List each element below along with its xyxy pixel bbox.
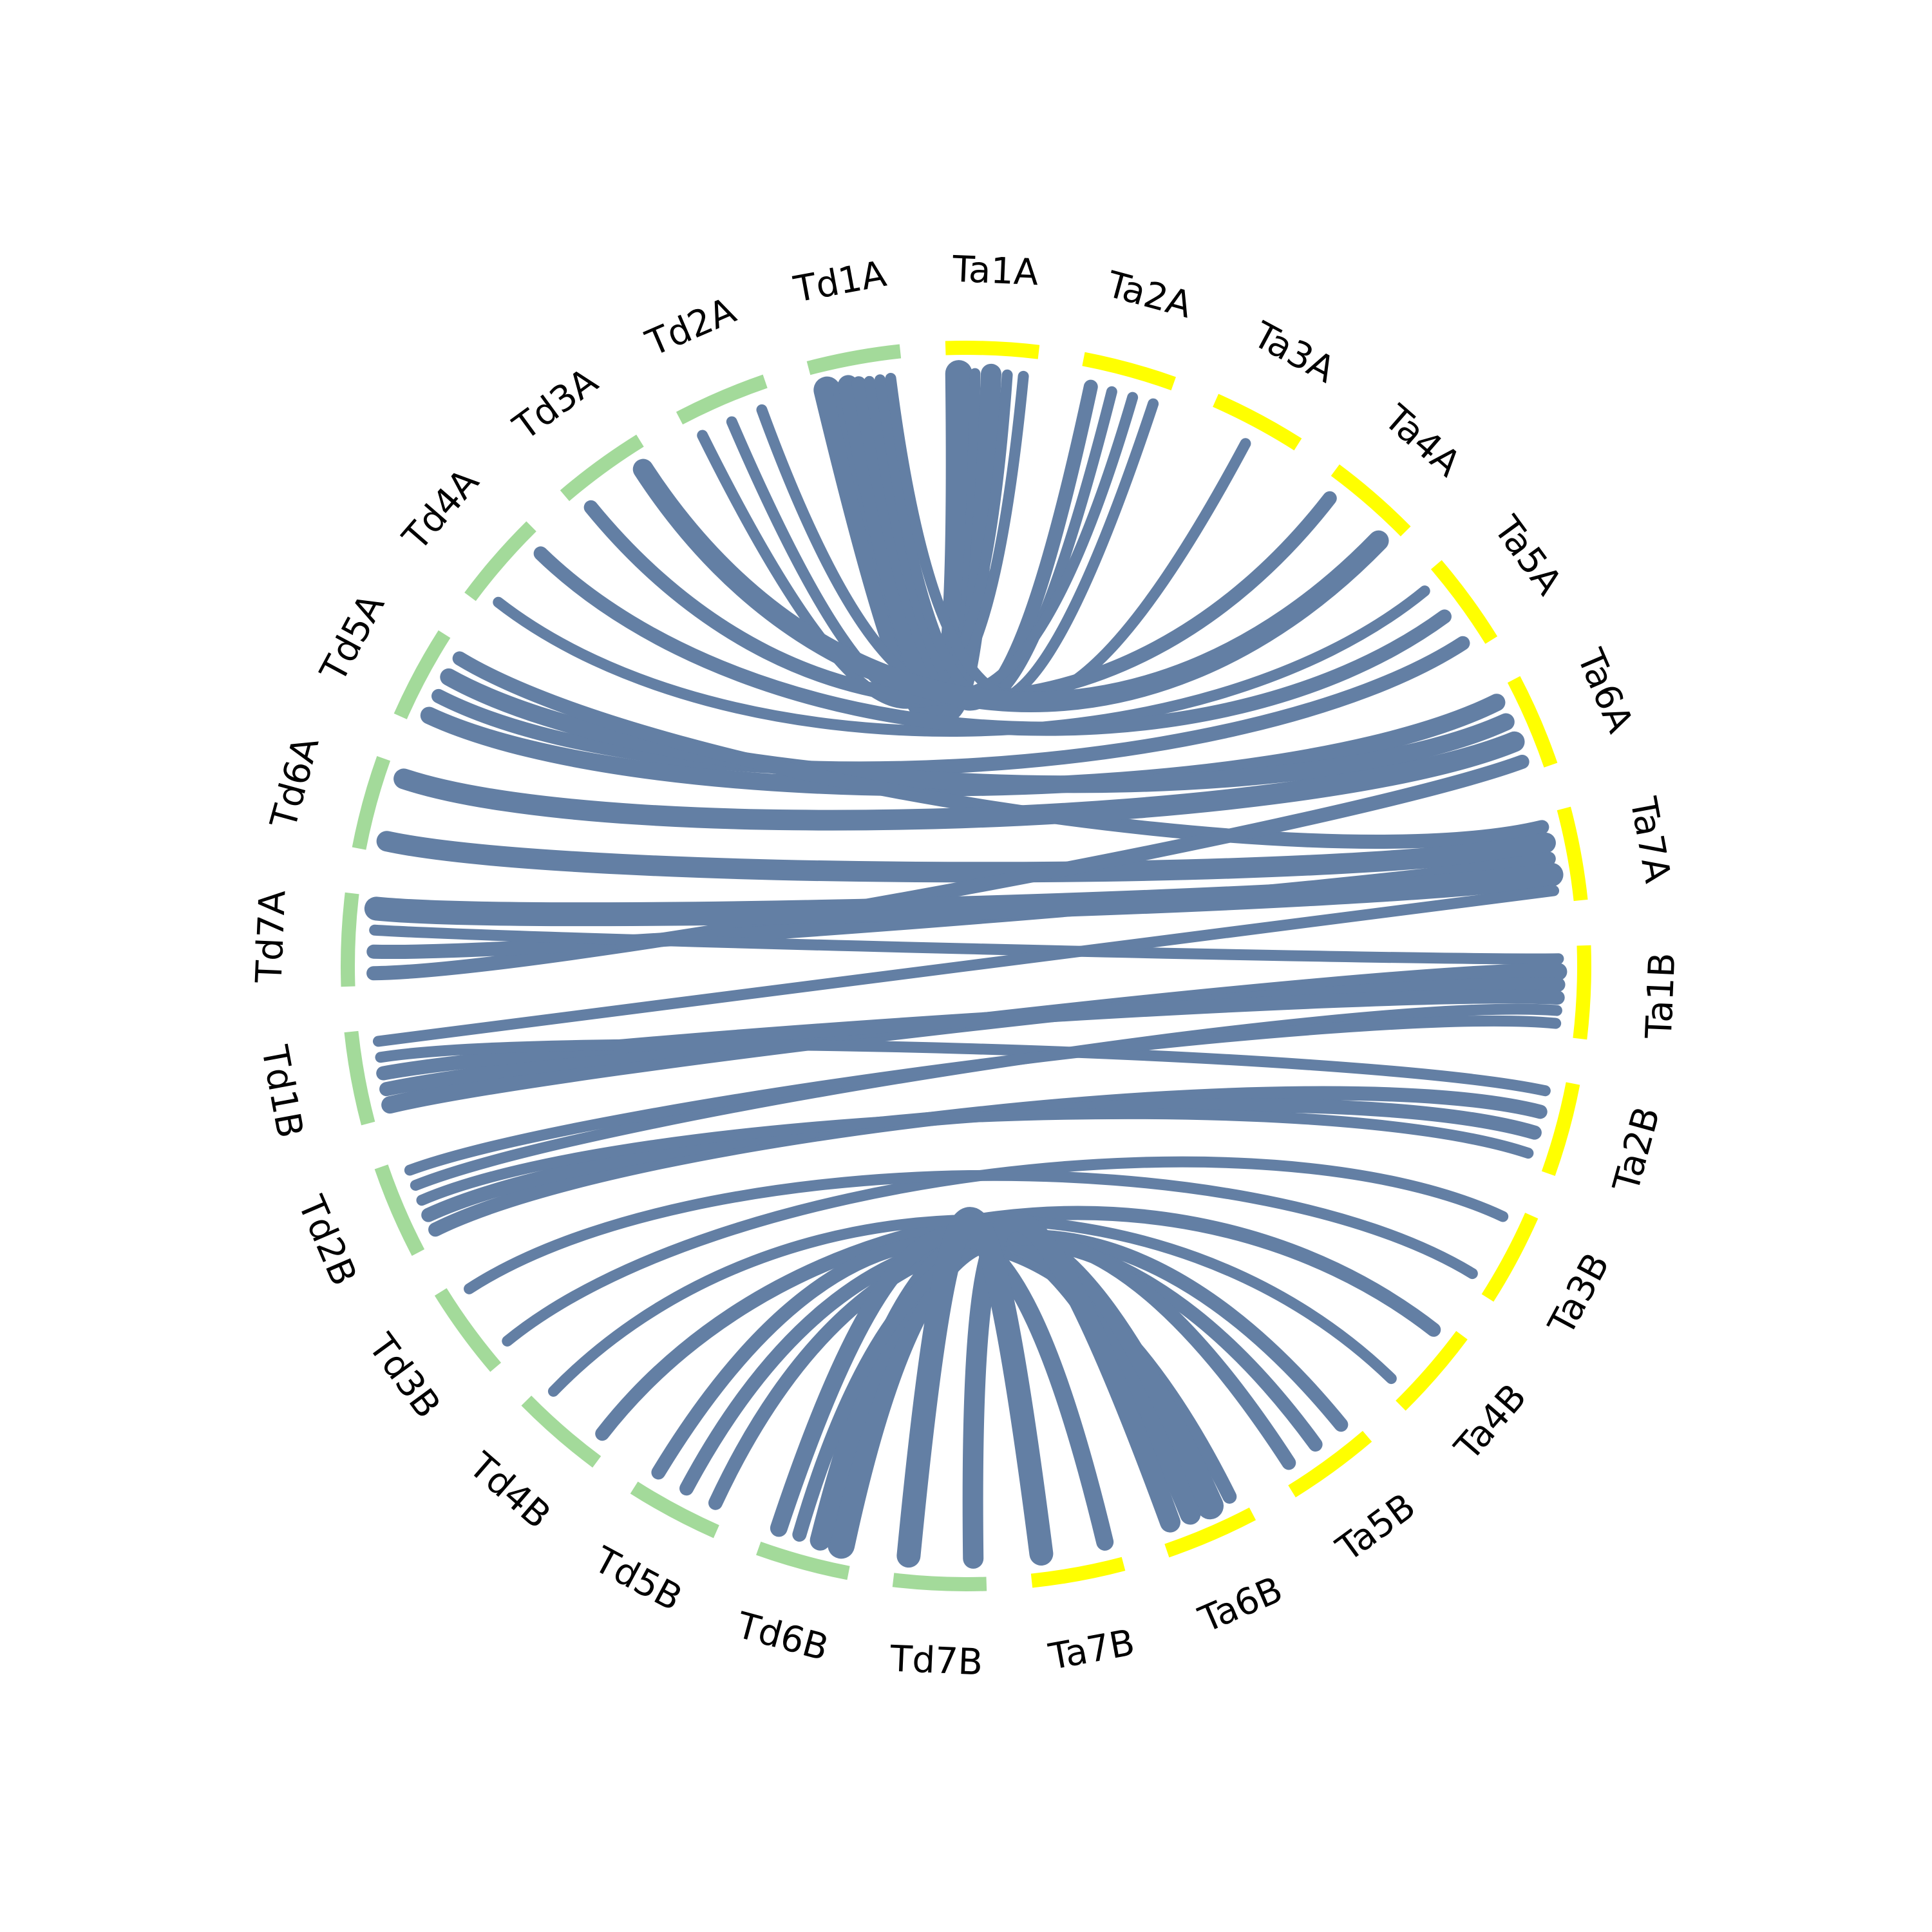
segment-td4a	[464, 521, 536, 601]
segment-ta1b	[1573, 945, 1591, 1040]
segment-ta5a	[1430, 560, 1498, 644]
link-td1b-ta7a	[372, 885, 1560, 1047]
segment-td1b	[344, 1030, 375, 1126]
link-td2b-ta1b	[404, 1015, 1562, 1176]
segments-layer	[341, 341, 1591, 1591]
segment-td6b	[756, 1541, 850, 1580]
segment-td5a	[393, 630, 451, 719]
link-td7a-ta7a	[364, 862, 1564, 927]
link-td7b-ta6b	[962, 1211, 1181, 1569]
segment-ta1a	[945, 341, 1040, 359]
segment-td6a	[352, 756, 391, 850]
label-td7b: Td7B	[889, 1638, 983, 1683]
link-td2b-ta2b	[416, 1108, 1534, 1206]
segment-td5b	[630, 1481, 719, 1539]
link-td7a-ta1b	[369, 924, 1564, 965]
segment-ta4a	[1331, 464, 1411, 536]
segment-ta3b	[1481, 1213, 1539, 1302]
segment-ta4b	[1396, 1331, 1468, 1411]
link-td7b-ta7b	[896, 1207, 1054, 1568]
link-td6a-ta6a	[393, 731, 1525, 831]
segment-td3a	[560, 434, 644, 502]
link-td5a-ta6a	[440, 668, 1515, 793]
segment-td7b	[892, 1573, 987, 1591]
segment-ta6b	[1164, 1507, 1256, 1558]
label-ta1b: Ta1B	[1638, 952, 1684, 1040]
label-td7a: Td7A	[248, 889, 294, 984]
segment-ta7a	[1557, 806, 1588, 902]
segment-ta3a	[1213, 393, 1302, 451]
link-td1b-ta1b	[376, 989, 1565, 1081]
link-td3b-ta3b	[464, 1170, 1478, 1294]
link-td4a-ta5a	[533, 546, 1452, 736]
links-layer	[364, 360, 1567, 1569]
segment-ta2b	[1541, 1082, 1580, 1176]
segment-td1a	[806, 344, 902, 375]
segment-ta5b	[1288, 1430, 1372, 1498]
link-td3a-ta4a	[632, 459, 1389, 713]
segment-ta2a	[1082, 352, 1176, 391]
link-td7a-ta6a	[366, 754, 1530, 981]
segment-ta6a	[1507, 676, 1558, 768]
link-td1a-ta1a	[838, 363, 1001, 723]
label-ta1a: Ta1A	[951, 249, 1039, 294]
link-td5a-ta5a	[431, 636, 1470, 776]
link-td6a-ta7a	[376, 831, 1556, 883]
segment-td2b	[374, 1164, 425, 1256]
link-td1b-ta2b	[375, 1039, 1551, 1097]
segment-td3b	[434, 1288, 502, 1372]
segment-td2a	[676, 374, 768, 425]
segment-td7a	[341, 892, 359, 987]
segment-ta7b	[1030, 1557, 1126, 1588]
segment-td4b	[521, 1396, 601, 1468]
